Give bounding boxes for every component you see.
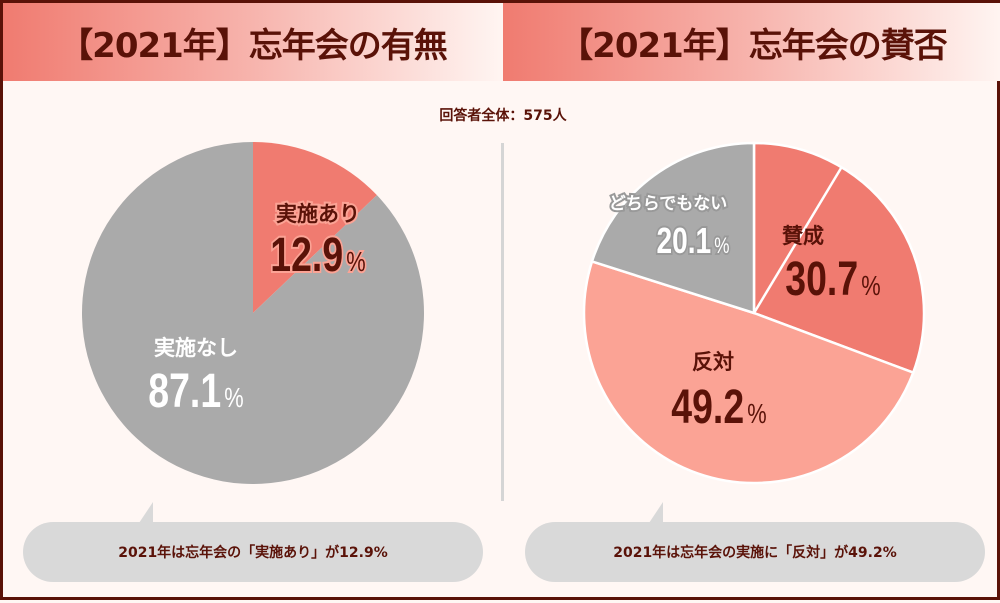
callout-left: 2021年は忘年会の「実施あり」が12.9% (23, 502, 483, 582)
slice-name-label: 実施なし (154, 336, 238, 360)
respondents-count: 回答者全体：575人 (439, 108, 567, 124)
divider (501, 143, 504, 501)
slice-divider (752, 166, 843, 314)
pie-slice-approval-2 (590, 141, 756, 315)
pie-slice-approval-1 (582, 259, 915, 485)
slice-name-label: 反対 (692, 350, 734, 374)
slice-value-label: 20.1% (656, 221, 729, 261)
pie-slice-held-1 (81, 142, 425, 484)
slice-name-label: 実施あり (276, 202, 360, 226)
callout-right: 2021年は忘年会の実施に「反対」が49.2% (525, 502, 985, 582)
slice-name-label: どちらでもない (609, 194, 728, 214)
callout-tail (139, 502, 153, 523)
pie-slice-held-0 (253, 142, 377, 313)
callout-right-text: 2021年は忘年会の実施に「反対」が49.2% (613, 545, 897, 561)
left-chart-title: 【2021年】忘年会の有無 (3, 3, 503, 81)
callout-tail (649, 502, 663, 523)
callout-left-text: 2021年は忘年会の「実施あり」が12.9% (118, 545, 388, 561)
pie-slice-approval-0 (752, 141, 926, 375)
right-chart-title: 【2021年】忘年会の賛否 (503, 3, 1000, 81)
slice-name-label: 賛成 (782, 224, 824, 248)
